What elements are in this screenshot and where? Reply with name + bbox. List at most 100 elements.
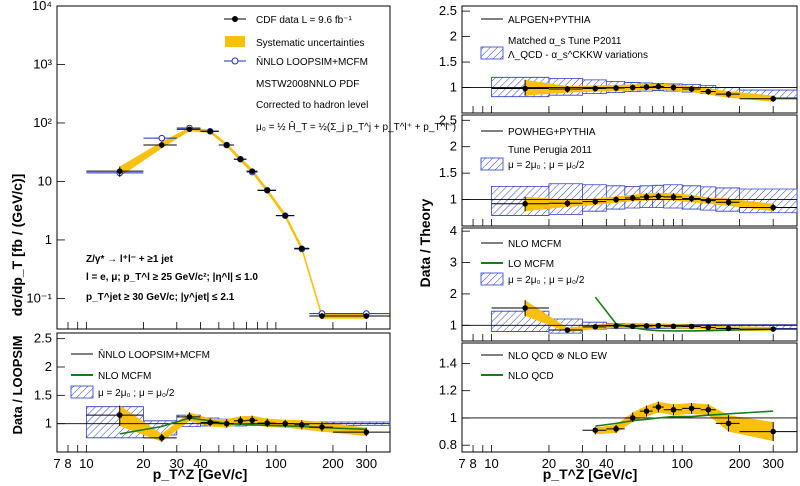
r2-ytick-label: 2 — [450, 139, 457, 154]
r3-syst-band — [525, 300, 774, 333]
ratio-left-legend: N̄NLO LOOPSIM+MCFM NLO MCFM μ = 2μ₀ ; μ … — [70, 348, 210, 399]
r3-data-point — [643, 323, 650, 329]
r2-legend: POWHEG+PYTHIA Tune Perugia 2011 μ = 2μ₀ … — [480, 127, 596, 171]
r1-data-point — [643, 84, 650, 90]
r1-data-point — [564, 86, 571, 92]
legend-nnlo: N̄NLO LOOPSIM+MCFM — [256, 55, 368, 68]
r3-data-point — [725, 325, 732, 332]
legend-ratio-scale: μ = 2μ₀ ; μ = μ₀/2 — [98, 388, 175, 399]
main-data-point — [223, 142, 230, 148]
legend-cdf-data: CDF data L = 9.6 fb⁻¹ — [256, 15, 352, 26]
r4-data-point — [613, 426, 619, 432]
rl-data-point — [299, 422, 305, 428]
r1-data-point — [592, 85, 599, 92]
rl-data-point — [264, 420, 271, 426]
r4-data-point — [705, 406, 712, 413]
main-ytick-label: 10⁴ — [32, 0, 52, 13]
r2-data-point — [643, 194, 650, 200]
main-syst-band — [119, 127, 367, 319]
r1-data-point — [522, 85, 528, 92]
r1-data-point — [613, 85, 619, 91]
main-frame — [56, 5, 391, 330]
rl-data-point — [116, 412, 123, 418]
r3-data-point — [688, 323, 695, 330]
r4-legend-ew: NLO QCD ⊗ NLO EW — [508, 351, 608, 362]
legend-corrected: Corrected to hadron level — [256, 100, 368, 111]
r4-frame — [461, 342, 798, 453]
r2-data-point — [655, 193, 662, 200]
r3-ytick-label: 3 — [450, 255, 457, 270]
rl-frame — [56, 332, 391, 453]
r3-data-point — [522, 305, 528, 311]
main-data-point — [249, 168, 256, 174]
r4-data-point — [770, 428, 776, 435]
rl-xtick-label: 10 — [79, 456, 93, 471]
r2-data-point — [705, 197, 712, 204]
r3-data-point — [770, 326, 776, 332]
r2-data-point — [725, 199, 732, 206]
legend-pdf: MSTW2008NNLO PDF — [256, 79, 359, 90]
rl-ytick-label: 2.5 — [34, 331, 52, 346]
r4-xtick-label: 100 — [671, 456, 693, 471]
right-ylabel: Data / Theory — [417, 198, 433, 287]
rl-data-point — [249, 417, 256, 424]
r4-nlo_qcd-curve — [595, 410, 774, 427]
theory-point — [158, 134, 166, 142]
rl-nlo-curve — [119, 417, 367, 435]
r3-data-point — [613, 323, 619, 329]
r2-data-point — [522, 201, 528, 207]
r1-ytick-label: 1 — [450, 80, 457, 95]
r2-data-point — [670, 194, 677, 200]
r4-legend: NLO QCD ⊗ NLO EW NLO QCD — [481, 351, 608, 382]
main-ylabel: dσ/dp_T [fb / (GeV/c)] — [9, 174, 25, 317]
r2-legend-model: POWHEG+PYTHIA — [508, 127, 596, 138]
r4-xtick-label: 30 — [575, 456, 589, 471]
r1-syst-band — [525, 79, 774, 102]
r3-legend-var: μ = 2μ₀ ; μ = μ₀/2 — [508, 275, 585, 286]
rl-data-point — [363, 429, 370, 435]
r4-data-point — [592, 427, 599, 434]
r4-ytick-label: 1 — [450, 410, 457, 425]
r4-xtick-label: 7 — [458, 456, 465, 471]
main-ytick-label: 10³ — [33, 56, 52, 71]
r2-legend-var: μ = 2μ₀ ; μ = μ₀/2 — [508, 160, 585, 171]
r1-data-point — [629, 84, 636, 91]
rl-data-point — [282, 420, 289, 427]
r2-data-point — [770, 204, 776, 211]
main-ytick-label: 10⁻¹ — [26, 290, 52, 305]
r3-data-point — [629, 323, 636, 330]
r3-data-point — [670, 323, 677, 330]
r2-data-point — [613, 196, 619, 203]
r1-data-point — [655, 83, 662, 90]
rl-data-point — [158, 435, 165, 441]
main-selection-text: Z/γ* → l⁺l⁻ + ≥1 jet l = e, μ; p_T^l ≥ 2… — [86, 254, 258, 303]
r4-data-point — [643, 408, 650, 414]
r3-legend-lo: LO MCFM — [508, 259, 554, 270]
main-data-point — [264, 187, 271, 194]
r4-ytick-label: 0.8 — [439, 437, 457, 452]
rl-data-point — [237, 418, 244, 424]
r2-ytick-label: 2.5 — [439, 112, 457, 127]
rl-xtick-label: 20 — [136, 456, 150, 471]
rl-xtick-label: 8 — [64, 456, 71, 471]
r1-ytick-label: 2 — [450, 29, 457, 44]
rl-xtick-label: 7 — [53, 456, 60, 471]
main-legend: CDF data L = 9.6 fb⁻¹ Systematic uncerta… — [224, 15, 456, 133]
legend-scale: μ₀ = ½ Ĥ_T = ½(Σ_j p_T^j + p_T^l⁺ + p_T^… — [256, 120, 456, 133]
ratio-left-ylabel: Data / LOOPSIM — [10, 336, 25, 435]
r3-data-point — [655, 322, 662, 329]
rl-ytick-label: 1 — [45, 416, 52, 431]
r3-ytick-label: 4 — [450, 223, 457, 238]
main-data-point — [116, 168, 123, 174]
r1-data-point — [725, 91, 732, 97]
r1-data-point — [670, 84, 677, 91]
r1-legend: ALPGEN+PYTHIA Matched α_s Tune P2011 Λ_Q… — [480, 15, 648, 61]
r2-frame — [461, 114, 798, 227]
r2-data-point — [592, 198, 599, 205]
r4-xtick-label: 40 — [599, 456, 613, 471]
r4-data-point — [725, 420, 732, 427]
r3-ytick-label: 2 — [450, 286, 457, 301]
selection-lepton: l = e, μ; p_T^l ≥ 25 GeV/c²; |η^l| ≤ 1.0 — [86, 272, 258, 283]
main-ytick-label: 10 — [38, 173, 52, 188]
